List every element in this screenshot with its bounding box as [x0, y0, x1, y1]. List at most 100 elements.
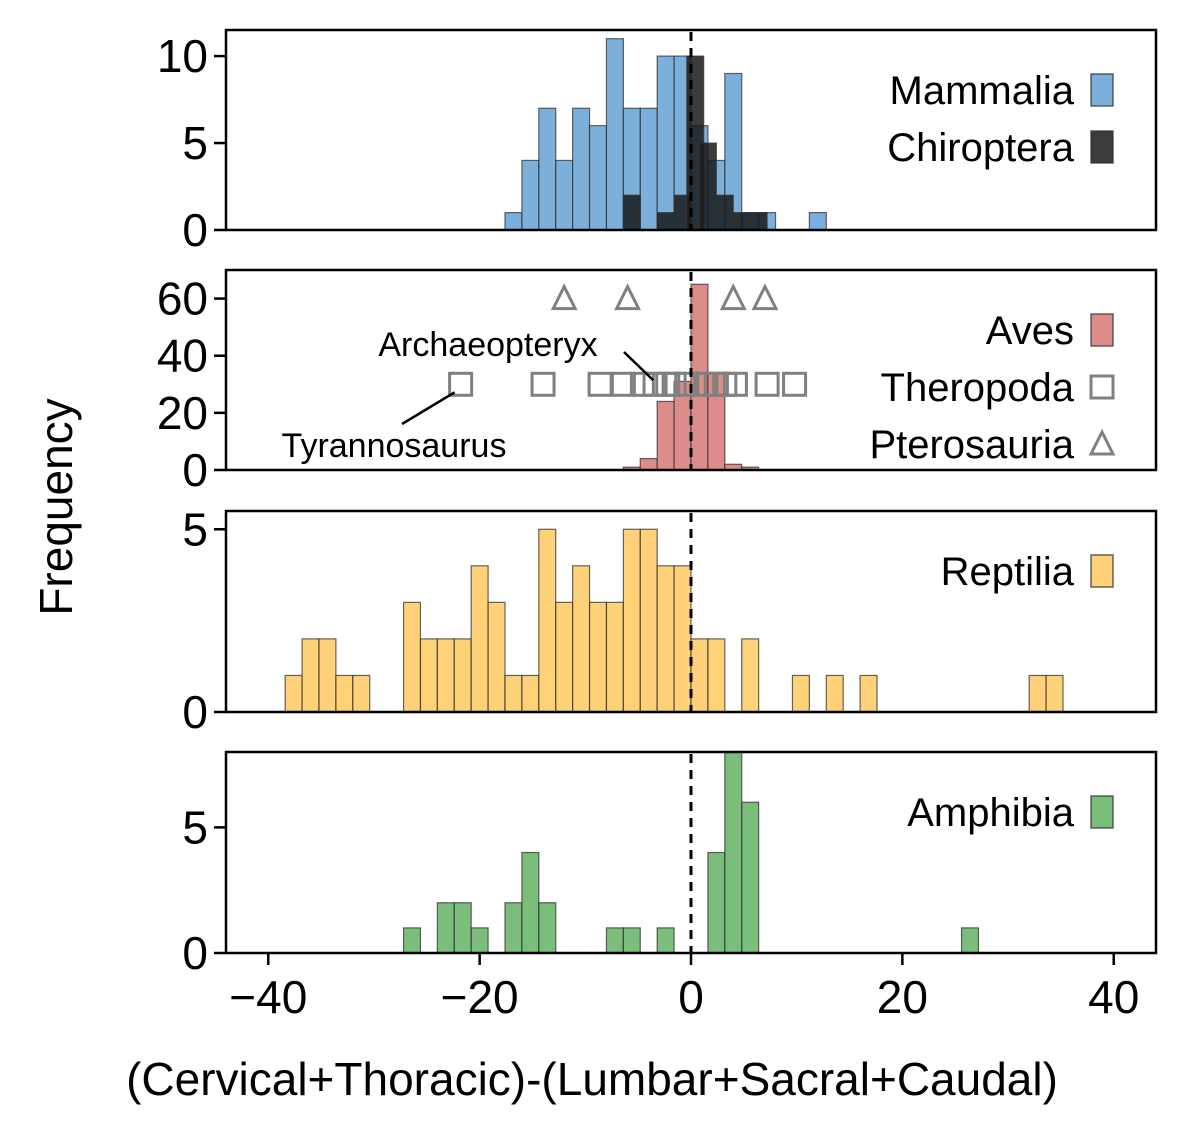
bar-amphibia [436, 902, 455, 954]
legend-mammalia-swatch [1090, 73, 1114, 107]
bar-reptilia [402, 601, 422, 713]
x-tick-label: −40 [229, 971, 307, 1023]
y-tick-label: 5 [182, 117, 208, 169]
y-tick-label: 10 [157, 30, 208, 82]
marker-theropoda [530, 371, 556, 397]
legend-reptilia-swatch [1090, 554, 1114, 588]
bar-mammalia [538, 107, 557, 231]
panel-mammals: 0 5 10 Mammalia Chiroptera [157, 28, 1158, 256]
annotation-label: Tyrannosaurus [282, 427, 507, 465]
legend-mammalia-label: Mammalia [890, 69, 1075, 113]
bar-chiroptera [698, 142, 717, 231]
bar-reptilia [470, 565, 489, 713]
bar-amphibia [402, 927, 422, 954]
bar-mammalia [656, 55, 675, 231]
bar-reptilia [284, 674, 303, 713]
bar-reptilia [419, 638, 438, 713]
x-tick-label: −20 [441, 971, 519, 1023]
legend-pterosauria-marker [1088, 428, 1116, 456]
marker-pterosauria [550, 283, 578, 311]
bar-chiroptera [749, 212, 768, 231]
bar-amphibia [605, 927, 624, 954]
y-tick-label: 20 [157, 387, 208, 439]
y-tick-label: 0 [182, 927, 208, 979]
bar-reptilia [656, 565, 675, 713]
panel-frame [224, 28, 1158, 232]
marker-theropoda [661, 371, 687, 397]
bar-reptilia [352, 674, 371, 713]
x-axis: −40 −20 0 20 40 [229, 953, 1139, 1023]
bar-reptilia [436, 638, 455, 713]
bar-amphibia [504, 902, 523, 954]
bar-mammalia [521, 159, 540, 231]
bar-reptilia [639, 528, 658, 713]
bar-chiroptera [715, 194, 734, 231]
bar-reptilia [1045, 674, 1064, 713]
marker-pterosauria [719, 283, 747, 311]
legend-amphibia-label: Amphibia [907, 791, 1075, 835]
bar-reptilia [335, 674, 354, 713]
bar-mammalia [572, 107, 591, 231]
bar-amphibia [724, 751, 743, 954]
bar-reptilia [487, 601, 506, 713]
bar-amphibia [538, 902, 557, 954]
x-axis-title: (Cervical+Thoracic)-(Lumbar+Sacral+Cauda… [126, 1053, 1058, 1105]
bar-reptilia [605, 601, 624, 713]
bar-reptilia [825, 674, 844, 713]
marker-theropoda [629, 371, 655, 397]
marker-theropoda [722, 371, 748, 397]
panel-amphibians: 0 5 Amphibia [182, 750, 1158, 979]
legend-chiroptera-swatch [1090, 130, 1114, 164]
bar-reptilia [588, 601, 608, 713]
y-tick-label: 5 [182, 801, 208, 853]
bar-mammalia [808, 212, 827, 231]
marker-theropoda [754, 371, 780, 397]
bar-amphibia [521, 851, 540, 954]
bar-reptilia [318, 638, 337, 713]
marker-theropoda [448, 371, 474, 397]
bar-reptilia [707, 638, 726, 713]
y-tick-label: 5 [182, 503, 208, 555]
bar-reptilia [1028, 674, 1047, 713]
x-tick-label: 0 [678, 971, 704, 1023]
legend-reptilia-label: Reptilia [941, 550, 1075, 594]
bar-amphibia [453, 902, 472, 954]
bar-mammalia [639, 107, 658, 231]
bar-chiroptera [656, 212, 675, 231]
bar-reptilia [673, 565, 692, 713]
bar-aves [639, 457, 658, 471]
marker-theropoda [642, 371, 668, 397]
panel-frame [224, 268, 1158, 472]
marker-theropoda [587, 371, 613, 397]
y-tick-label: 0 [182, 444, 208, 496]
annotation-arrow [401, 391, 456, 426]
legend-amphibia-swatch [1090, 795, 1114, 829]
bar-mammalia [555, 159, 574, 231]
bar-chiroptera [622, 194, 641, 231]
bar-reptilia [504, 674, 523, 713]
legend-aves-label: Aves [986, 309, 1074, 353]
bar-reptilia [453, 638, 472, 713]
bar-reptilia [301, 638, 320, 713]
bar-reptilia [690, 638, 709, 713]
annotation-label: Archaeopteryx [378, 326, 597, 364]
bar-reptilia [538, 528, 557, 713]
bar-mammalia [504, 212, 523, 231]
bar-chiroptera [732, 212, 751, 231]
legend-theropoda-label: Theropoda [881, 366, 1075, 410]
bar-amphibia [741, 801, 760, 954]
legend-aves-swatch [1090, 313, 1114, 347]
y-tick-label: 0 [182, 204, 208, 256]
bar-mammalia [605, 38, 624, 231]
marker-pterosauria [614, 283, 642, 311]
bar-aves [656, 400, 675, 471]
bar-reptilia [572, 565, 591, 713]
bar-amphibia [707, 851, 726, 954]
bar-mammalia [588, 125, 608, 231]
legend-pterosauria-label: Pterosauria [869, 423, 1074, 467]
y-tick-label: 60 [157, 273, 208, 325]
bar-amphibia [656, 927, 675, 954]
bar-amphibia [960, 927, 980, 954]
